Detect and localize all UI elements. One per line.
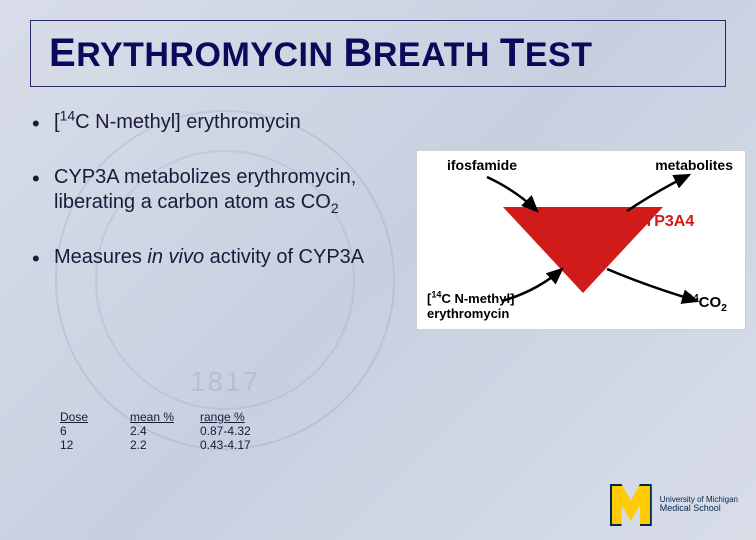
data-table: Dose mean % range % 6 2.4 0.87-4.32 12 2… bbox=[60, 410, 290, 452]
table-row: 12 2.2 0.43-4.17 bbox=[60, 438, 290, 452]
bullet-list: [14C N-methyl] erythromycin CYP3A metabo… bbox=[28, 110, 388, 270]
td: 12 bbox=[60, 438, 130, 452]
block-m-icon bbox=[610, 484, 652, 526]
title-seg-2: REATH bbox=[373, 36, 500, 74]
td: 0.87-4.32 bbox=[200, 424, 290, 438]
ery-post: C N-methyl] bbox=[441, 291, 514, 306]
th-mean: mean % bbox=[130, 410, 200, 424]
title-cap-e: E bbox=[49, 31, 76, 75]
td: 2.4 bbox=[130, 424, 200, 438]
title-seg-1: RYTHROMYCIN bbox=[76, 36, 343, 74]
logo-line2: Medical School bbox=[660, 504, 738, 514]
diagram-erythromycin-label: [14C N-methyl] erythromycin bbox=[427, 292, 514, 321]
arrow-in-top bbox=[487, 177, 537, 211]
bullet-2: CYP3A metabolizes erythromycin, liberati… bbox=[28, 165, 388, 215]
seal-year: 1817 bbox=[190, 366, 260, 398]
title-seg-3: EST bbox=[525, 36, 593, 74]
th-dose: Dose bbox=[60, 410, 130, 424]
table-row: 6 2.4 0.87-4.32 bbox=[60, 424, 290, 438]
bullet-1: [14C N-methyl] erythromycin bbox=[28, 110, 388, 135]
title-cap-t: T bbox=[500, 31, 525, 75]
enzyme-label: CYP3A4 bbox=[632, 213, 694, 231]
slide-title: ERYTHROMYCIN BREATH TEST bbox=[49, 31, 707, 76]
bullet-3: Measures in vivo activity of CYP3A bbox=[28, 245, 388, 270]
b2-s1: CYP3A metabolizes erythromycin, liberati… bbox=[54, 166, 356, 213]
arrow-out-top bbox=[627, 175, 689, 211]
b1-sup: 14 bbox=[60, 107, 76, 123]
diagram-ifosfamide-label: ifosfamide bbox=[447, 157, 517, 173]
td: 2.2 bbox=[130, 438, 200, 452]
td: 6 bbox=[60, 424, 130, 438]
logo-text: University of Michigan Medical School bbox=[660, 496, 738, 515]
th-range: range % bbox=[200, 410, 290, 424]
b2-sub: 2 bbox=[331, 200, 339, 216]
ery-l2: erythromycin bbox=[427, 306, 509, 321]
b3-s1: Measures bbox=[54, 246, 147, 268]
title-cap-b: B bbox=[343, 31, 372, 75]
cyp3a4-diagram: CYP3A4 ifosfamide metabolites [14C N-met… bbox=[416, 150, 746, 330]
diagram-metabolites-label: metabolites bbox=[655, 157, 733, 173]
co2-sub: 2 bbox=[721, 302, 727, 314]
b1-s2: C N-methyl] erythromycin bbox=[75, 111, 301, 133]
td: 0.43-4.17 bbox=[200, 438, 290, 452]
umich-logo: University of Michigan Medical School bbox=[610, 484, 738, 526]
title-box: ERYTHROMYCIN BREATH TEST bbox=[30, 20, 726, 87]
ery-sup: 14 bbox=[431, 290, 441, 300]
diagram-co2-label: 14CO2 bbox=[688, 294, 727, 311]
b3-s2: activity of CYP3A bbox=[204, 246, 364, 268]
table-header-row: Dose mean % range % bbox=[60, 410, 290, 424]
co2-t: CO bbox=[699, 294, 722, 311]
co2-sup: 14 bbox=[688, 293, 699, 304]
b3-italic: in vivo bbox=[147, 246, 204, 268]
